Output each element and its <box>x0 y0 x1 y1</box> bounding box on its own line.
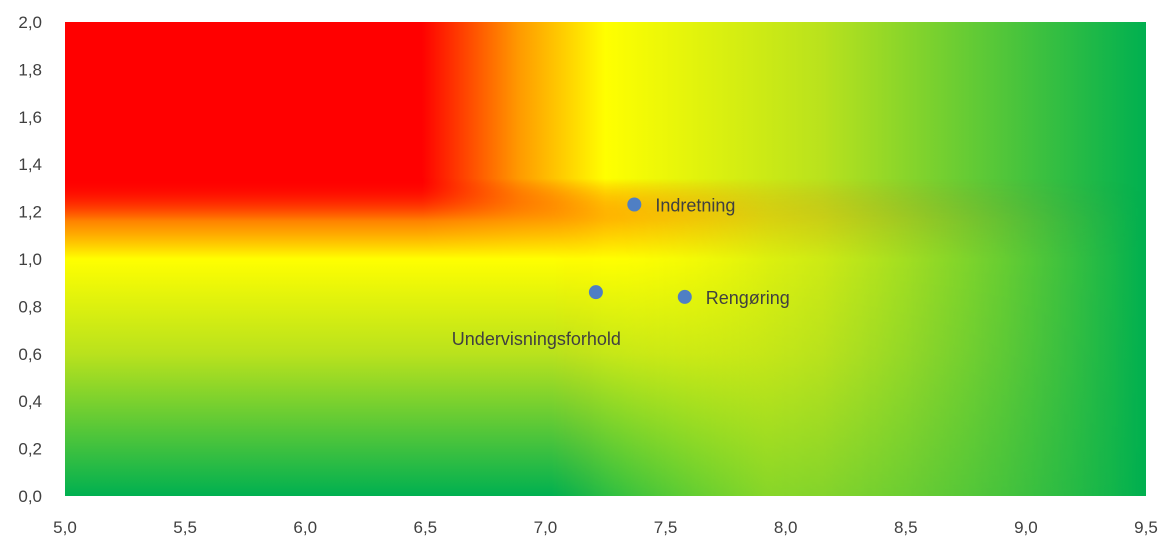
data-points: Indretning Rengøring Undervisningsforhold <box>452 195 790 349</box>
y-tick-label: 0,0 <box>18 487 42 506</box>
x-tick-label: 5,0 <box>53 518 77 537</box>
y-tick-label: 1,8 <box>18 60 42 79</box>
x-tick-label: 9,0 <box>1014 518 1038 537</box>
y-axis-ticks: 0,0 0,2 0,4 0,6 0,8 1,0 1,2 1,4 1,6 1,8 2,0 <box>18 13 42 506</box>
x-tick-label: 6,0 <box>293 518 317 537</box>
data-point-label: Rengøring <box>706 288 790 308</box>
x-tick-label: 5,5 <box>173 518 197 537</box>
y-tick-label: 0,4 <box>18 392 42 411</box>
y-tick-label: 2,0 <box>18 13 42 32</box>
y-tick-label: 0,8 <box>18 297 42 316</box>
x-tick-label: 7,0 <box>534 518 558 537</box>
data-point <box>677 289 692 304</box>
plot-area <box>65 22 1146 496</box>
y-tick-label: 0,6 <box>18 345 42 364</box>
x-tick-label: 6,5 <box>414 518 438 537</box>
data-point <box>588 285 603 300</box>
y-tick-label: 1,4 <box>18 155 42 174</box>
x-tick-label: 9,5 <box>1134 518 1158 537</box>
gradient-background-vertical-overlay <box>65 22 1146 496</box>
y-tick-label: 1,2 <box>18 203 42 222</box>
data-point-label: Indretning <box>655 195 735 215</box>
x-axis-ticks: 5,0 5,5 6,0 6,5 7,0 7,5 8,0 8,5 9,0 9,5 <box>53 518 1158 537</box>
data-point <box>627 197 642 212</box>
x-tick-label: 7,5 <box>654 518 678 537</box>
y-tick-label: 1,0 <box>18 250 42 269</box>
x-tick-label: 8,0 <box>774 518 798 537</box>
data-point-label: Undervisningsforhold <box>452 329 621 349</box>
y-tick-label: 1,6 <box>18 108 42 127</box>
x-tick-label: 8,5 <box>894 518 918 537</box>
y-tick-label: 0,2 <box>18 440 42 459</box>
